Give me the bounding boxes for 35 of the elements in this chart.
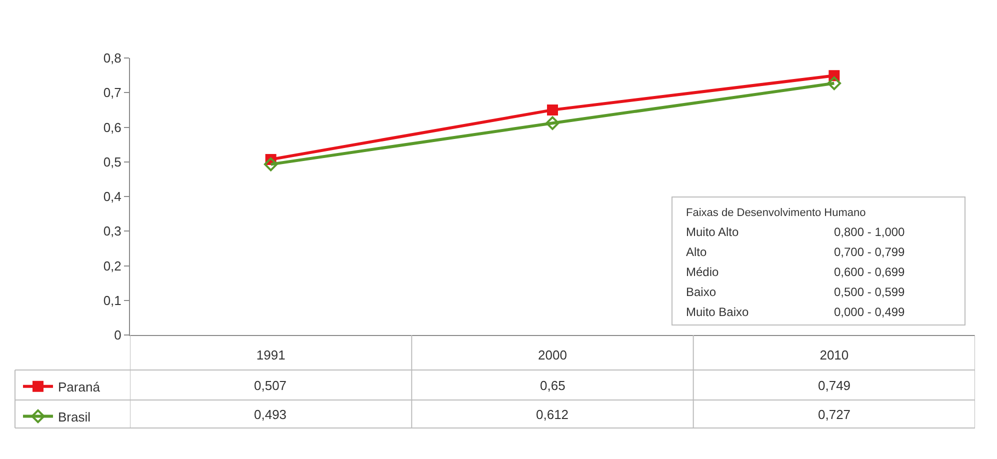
data-label: 0,507 (254, 378, 287, 393)
point (547, 104, 558, 116)
data-label: 0,65 (540, 378, 566, 393)
annotation: 0,600 - 0,699 (834, 265, 906, 279)
point (264, 157, 278, 172)
y-tick-label: 0,1 (103, 292, 122, 308)
data-label: 0,727 (818, 407, 851, 422)
y-tick-label: 0,4 (103, 189, 122, 204)
annotation: Alto (686, 245, 708, 259)
y-tick-label: 0,8 (103, 50, 122, 66)
annotation: Faixas de Desenvolvimento Humano (686, 207, 866, 219)
data-label: 0,612 (536, 407, 569, 422)
legend-label: Paraná (58, 379, 101, 394)
point (546, 116, 560, 130)
y-tick-label: 0,7 (103, 85, 122, 100)
annotation: Médio (686, 265, 720, 279)
point (827, 76, 842, 90)
annotation: Baixo (686, 285, 716, 299)
annotation: 0,500 - 0,599 (834, 285, 906, 299)
y-tick-label: 0,5 (103, 154, 122, 170)
x-tick-label: 2000 (538, 348, 567, 363)
x-tick-label: 1991 (256, 348, 286, 363)
data-label: 0,493 (254, 407, 287, 422)
y-tick-label: 0,2 (103, 258, 122, 274)
annotation: Muito Alto (686, 225, 740, 239)
legend-label: Brasil (58, 409, 91, 424)
x-tick-label: 2010 (820, 348, 849, 363)
annotation: 0,700 - 0,799 (834, 245, 906, 259)
y-tick-label: 0 (114, 328, 122, 343)
y-tick-label: 0,3 (103, 224, 122, 239)
data-label: 0,749 (818, 378, 851, 393)
annotation: 0,800 - 1,000 (834, 225, 906, 239)
annotation: 0,000 - 0,499 (834, 305, 906, 319)
annotation: Muito Baixo (686, 305, 750, 319)
y-tick-label: 0,6 (103, 120, 122, 135)
